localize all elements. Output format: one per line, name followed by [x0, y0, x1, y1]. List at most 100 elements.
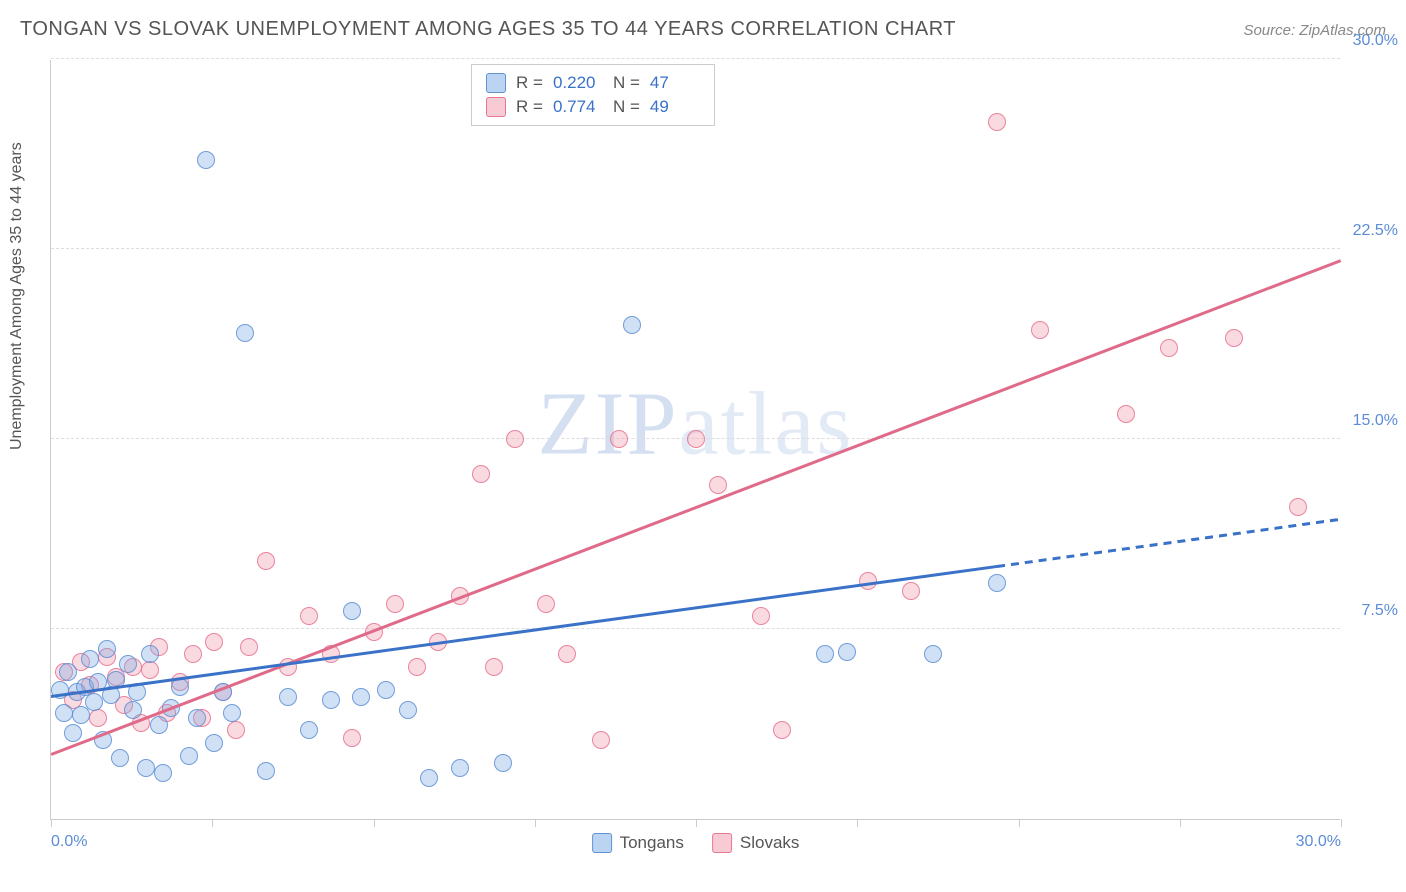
y-tick-label: 30.0%	[1353, 32, 1398, 50]
r-label: R =	[516, 73, 543, 93]
data-point-slovaks	[592, 731, 610, 749]
data-point-tongans	[59, 663, 77, 681]
data-point-tongans	[377, 681, 395, 699]
data-point-slovaks	[343, 729, 361, 747]
swatch-icon	[486, 73, 506, 93]
swatch-icon	[712, 833, 732, 853]
x-tick	[1019, 819, 1020, 827]
n-value: 47	[650, 73, 700, 93]
x-tick-label: 0.0%	[51, 833, 87, 851]
data-point-slovaks	[1225, 329, 1243, 347]
n-value: 49	[650, 97, 700, 117]
data-point-tongans	[399, 701, 417, 719]
x-tick	[212, 819, 213, 827]
data-point-slovaks	[184, 645, 202, 663]
data-point-slovaks	[709, 476, 727, 494]
data-point-tongans	[494, 754, 512, 772]
data-point-tongans	[188, 709, 206, 727]
gridline	[51, 248, 1340, 249]
data-point-slovaks	[506, 430, 524, 448]
data-point-slovaks	[485, 658, 503, 676]
data-point-slovaks	[537, 595, 555, 613]
r-label: R =	[516, 97, 543, 117]
data-point-tongans	[180, 747, 198, 765]
data-point-slovaks	[205, 633, 223, 651]
data-point-tongans	[420, 769, 438, 787]
data-point-tongans	[322, 691, 340, 709]
data-point-tongans	[171, 678, 189, 696]
data-point-slovaks	[773, 721, 791, 739]
data-point-slovaks	[227, 721, 245, 739]
stats-row-tongans: R = 0.220 N = 47	[486, 71, 700, 95]
y-tick-label: 7.5%	[1362, 602, 1398, 620]
data-point-tongans	[124, 701, 142, 719]
data-point-slovaks	[257, 552, 275, 570]
n-label: N =	[613, 97, 640, 117]
data-point-tongans	[343, 602, 361, 620]
n-label: N =	[613, 73, 640, 93]
data-point-tongans	[141, 645, 159, 663]
series-legend: Tongans Slovaks	[592, 833, 800, 853]
swatch-icon	[486, 97, 506, 117]
legend-item-slovaks: Slovaks	[712, 833, 800, 853]
data-point-slovaks	[1031, 321, 1049, 339]
correlation-stats-box: R = 0.220 N = 47 R = 0.774 N = 49	[471, 64, 715, 126]
trend-line-tongans-extrapolated	[997, 518, 1341, 568]
x-tick	[1341, 819, 1342, 827]
data-point-tongans	[98, 640, 116, 658]
data-point-tongans	[257, 762, 275, 780]
data-point-tongans	[137, 759, 155, 777]
data-point-slovaks	[1160, 339, 1178, 357]
data-point-tongans	[300, 721, 318, 739]
data-point-tongans	[55, 704, 73, 722]
data-point-tongans	[236, 324, 254, 342]
data-point-tongans	[838, 643, 856, 661]
trend-line-tongans	[51, 565, 997, 698]
gridline	[51, 628, 1340, 629]
data-point-tongans	[205, 734, 223, 752]
data-point-tongans	[150, 716, 168, 734]
y-tick-label: 15.0%	[1353, 412, 1398, 430]
data-point-slovaks	[300, 607, 318, 625]
data-point-tongans	[451, 759, 469, 777]
data-point-tongans	[154, 764, 172, 782]
data-point-slovaks	[988, 113, 1006, 131]
x-tick	[857, 819, 858, 827]
data-point-slovaks	[472, 465, 490, 483]
data-point-slovaks	[240, 638, 258, 656]
legend-label: Slovaks	[740, 833, 800, 853]
data-point-tongans	[85, 693, 103, 711]
legend-item-tongans: Tongans	[592, 833, 684, 853]
r-value: 0.220	[553, 73, 603, 93]
data-point-tongans	[988, 574, 1006, 592]
data-point-tongans	[64, 724, 82, 742]
stats-row-slovaks: R = 0.774 N = 49	[486, 95, 700, 119]
data-point-slovaks	[386, 595, 404, 613]
data-point-tongans	[119, 655, 137, 673]
swatch-icon	[592, 833, 612, 853]
data-point-slovaks	[1289, 498, 1307, 516]
data-point-slovaks	[558, 645, 576, 663]
data-point-tongans	[279, 688, 297, 706]
x-tick	[535, 819, 536, 827]
data-point-tongans	[81, 650, 99, 668]
data-point-slovaks	[687, 430, 705, 448]
r-value: 0.774	[553, 97, 603, 117]
data-point-tongans	[223, 704, 241, 722]
data-point-slovaks	[408, 658, 426, 676]
x-tick	[696, 819, 697, 827]
data-point-slovaks	[752, 607, 770, 625]
x-tick	[1180, 819, 1181, 827]
data-point-slovaks	[902, 582, 920, 600]
data-point-tongans	[352, 688, 370, 706]
x-tick-label: 30.0%	[1296, 833, 1341, 851]
data-point-tongans	[197, 151, 215, 169]
gridline	[51, 58, 1340, 59]
chart-title: TONGAN VS SLOVAK UNEMPLOYMENT AMONG AGES…	[20, 18, 956, 41]
data-point-tongans	[816, 645, 834, 663]
data-point-tongans	[924, 645, 942, 663]
scatter-plot-area: ZIPatlas R =0.220N =47R =0.774N =49 Tong…	[50, 60, 1340, 820]
watermark: ZIPatlas	[538, 373, 854, 476]
data-point-tongans	[623, 316, 641, 334]
y-axis-label: Unemployment Among Ages 35 to 44 years	[8, 142, 26, 450]
